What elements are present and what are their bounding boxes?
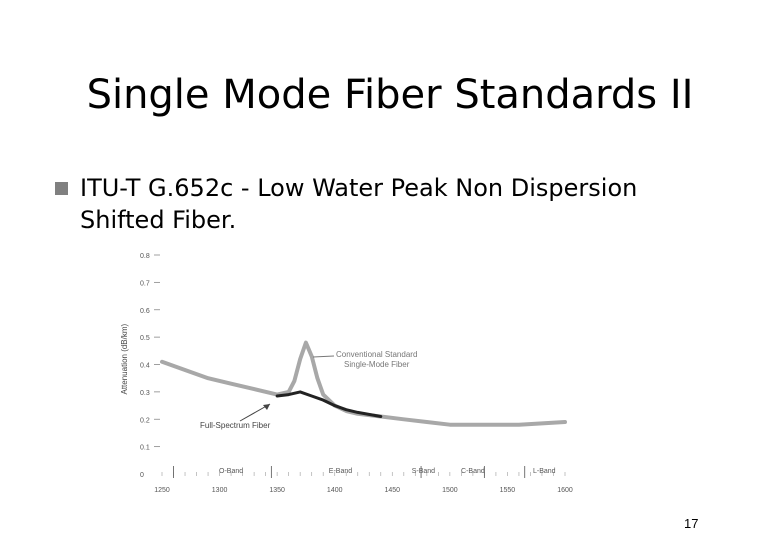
band-label: C-Band	[461, 468, 485, 475]
slide-title: Single Mode Fiber Standards II	[86, 72, 694, 118]
x-tick-label: 1600	[557, 487, 573, 494]
y-tick-label: 0.6	[140, 308, 150, 315]
band-label: L-Band	[533, 468, 556, 475]
annotation-conventional-arrow	[312, 355, 335, 358]
attenuation-chart: 0 0.1 0.2 0.3 0.4 0.5 0.6 0.7 0.8 Attenuation (dB…	[120, 253, 573, 494]
y-tick-label: 0.4	[140, 363, 150, 370]
x-tick-label: 1350	[269, 487, 285, 494]
annotation-full-spectrum: Full-Spectrum Fiber	[200, 421, 271, 430]
x-tick-label: 1500	[442, 487, 458, 494]
y-tick-label: 0	[140, 472, 144, 479]
y-tick-label: 0.2	[140, 417, 150, 424]
bullet-text: ITU-T G.652c - Low Water Peak Non Disper…	[80, 174, 638, 234]
page-number: 17	[684, 516, 699, 531]
arrow-head	[263, 404, 270, 410]
y-axis-label: Attenuation (dB/km)	[120, 323, 129, 394]
x-tick-label: 1400	[327, 487, 343, 494]
annotation-conventional-2: Single-Mode Fiber	[344, 360, 410, 369]
band-label: E-Band	[329, 468, 352, 475]
bullet-marker	[55, 182, 68, 195]
band-label: S-Band	[412, 468, 435, 475]
x-tick-label: 1550	[500, 487, 516, 494]
series-line-1	[160, 340, 567, 427]
y-tick-label: 0.7	[140, 280, 150, 287]
y-tick-label: 0.1	[140, 445, 150, 452]
series-line-2	[275, 390, 383, 418]
y-tick-label: 0.8	[140, 253, 150, 260]
x-tick-label: 1450	[384, 487, 400, 494]
band-label: O-Band	[219, 468, 243, 475]
y-tick-label: 0.5	[140, 335, 150, 342]
annotation-conventional: Conventional Standard	[336, 350, 417, 359]
y-tick-label: 0.3	[140, 390, 150, 397]
x-tick-label: 1300	[212, 487, 228, 494]
x-tick-label: 1250	[154, 487, 170, 494]
